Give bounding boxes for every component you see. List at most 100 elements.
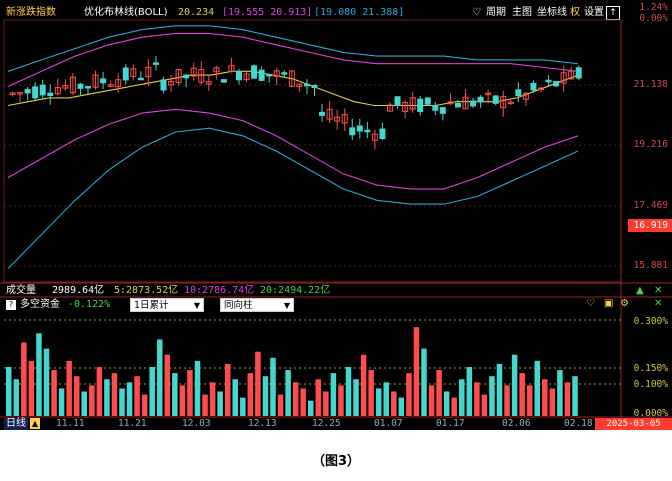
candle-body xyxy=(417,98,424,113)
candle-body xyxy=(439,107,446,114)
fund-flow-bar xyxy=(534,360,540,416)
close-icon[interactable]: ✕ xyxy=(654,285,663,296)
fund-flow-bar xyxy=(28,360,35,416)
fund-flow-bar xyxy=(383,382,389,416)
candle-body xyxy=(575,67,582,79)
heart-icon[interactable]: ♡ xyxy=(586,298,595,309)
candle-body xyxy=(477,96,484,103)
fund-flow-bar xyxy=(451,397,457,416)
candle-body xyxy=(122,67,129,81)
candle-body xyxy=(454,102,461,108)
price-axis-tick: 15.881 xyxy=(633,260,668,271)
x-axis-label: 11.11 xyxy=(56,418,85,429)
indicator-name[interactable]: 优化布林线(BOLL) xyxy=(84,7,168,18)
main-chart-button[interactable]: 主图 xyxy=(512,7,532,18)
chart-icon[interactable]: ▲ xyxy=(636,285,644,296)
fund-flow-bar xyxy=(474,382,480,416)
boll-lower-value: [19.080 21.388] xyxy=(314,7,405,18)
axis-line-button[interactable]: 坐标线 xyxy=(537,7,567,18)
warning-icon: ▲ xyxy=(30,418,40,429)
fund-flow-bar xyxy=(179,385,186,416)
candle-body xyxy=(160,79,167,91)
fund-flow-bar xyxy=(96,367,103,416)
candle-body xyxy=(500,95,507,109)
fund-flow-bar xyxy=(164,354,171,416)
period-label[interactable]: 日线 xyxy=(4,418,28,430)
bell-icon[interactable]: ⚙ xyxy=(620,298,629,309)
candle-body xyxy=(24,89,31,94)
fund-flow-bar xyxy=(459,379,465,416)
x-axis-label: 12.25 xyxy=(312,418,341,429)
sub-axis-tick: 0.100% xyxy=(633,379,668,390)
candle-body xyxy=(152,62,159,65)
price-panel-frame xyxy=(3,19,622,283)
close-icon[interactable]: ✕ xyxy=(654,298,663,309)
fund-flow-bar xyxy=(202,394,208,416)
settings-button[interactable]: 设置 xyxy=(584,7,604,18)
candle-body xyxy=(100,78,107,84)
candle-body xyxy=(183,74,190,79)
candle-body xyxy=(515,89,522,97)
index-name: 新涨跌指数 xyxy=(6,7,56,18)
fund-flow-bar xyxy=(526,385,533,416)
candle-body xyxy=(168,81,175,86)
fund-flow-bar xyxy=(240,397,246,416)
price-axis-top-pct: 1.24% xyxy=(639,2,668,13)
candle-body xyxy=(190,67,197,77)
fund-flow-bar xyxy=(232,379,238,416)
candle-body xyxy=(92,74,99,88)
fund-flow-bar xyxy=(315,379,322,416)
fund-flow-bar xyxy=(187,370,193,416)
current-price-label: 16.919 xyxy=(628,219,672,232)
candle-body xyxy=(175,68,182,84)
fund-flow-bar xyxy=(270,357,276,416)
price-axis-tick: 17.469 xyxy=(633,200,668,211)
candle-body xyxy=(85,86,91,89)
accumulate-select[interactable]: 1日累计 ▼ xyxy=(130,298,204,312)
candle-body xyxy=(568,70,575,80)
candle-body xyxy=(379,128,386,140)
help-icon[interactable]: ? xyxy=(6,300,16,310)
fund-flow-bar xyxy=(557,370,563,416)
volume-value: 2989.64亿 xyxy=(52,285,105,296)
volume-ma5: 5:2873.52亿 xyxy=(114,285,179,296)
fund-flow-bar xyxy=(519,373,525,416)
sub-panel-value: -0.122% xyxy=(68,299,111,310)
figure-caption: （图3） xyxy=(311,454,361,469)
candle-body xyxy=(115,79,122,88)
fund-flow-bar xyxy=(58,388,65,416)
candle-body xyxy=(281,72,288,75)
stock-chart-window: 新涨跌指数 优化布林线(BOLL) 20.234 [19.555 20.913]… xyxy=(0,0,672,430)
candle-body xyxy=(130,68,137,77)
candle-body xyxy=(198,69,205,83)
fund-flow-bar xyxy=(428,385,435,416)
period-button[interactable]: 周期 xyxy=(486,7,506,18)
window-icon[interactable]: ▣ xyxy=(604,298,614,309)
fund-flow-bar xyxy=(391,391,397,416)
fund-flow-bar xyxy=(247,373,254,416)
candle-body xyxy=(356,125,363,132)
candle-body xyxy=(553,81,560,87)
candle-body xyxy=(462,96,469,110)
fund-flow-bar xyxy=(542,379,548,416)
candle-body xyxy=(9,92,16,95)
candle-body xyxy=(39,84,46,96)
volume-label: 成交量 xyxy=(6,285,36,296)
chart-canvas xyxy=(0,19,672,418)
candle-body xyxy=(394,96,401,106)
rights-button[interactable]: 权 xyxy=(570,7,580,18)
fund-flow-bar xyxy=(330,373,337,416)
fund-flow-bar xyxy=(194,360,201,416)
candle-body xyxy=(296,83,303,87)
candle-body xyxy=(236,70,242,81)
heart-icon[interactable]: ♡ xyxy=(472,7,481,18)
boll-inner-lower-line xyxy=(7,108,579,190)
candle-body xyxy=(447,101,454,105)
candle-body xyxy=(266,73,273,77)
candle-body xyxy=(137,77,144,81)
fund-flow-bar xyxy=(224,363,231,416)
bar-style-select[interactable]: 同向柱 ▼ xyxy=(220,298,294,312)
candle-body xyxy=(47,92,54,97)
fund-flow-bar xyxy=(104,379,110,416)
candle-body xyxy=(341,114,348,124)
